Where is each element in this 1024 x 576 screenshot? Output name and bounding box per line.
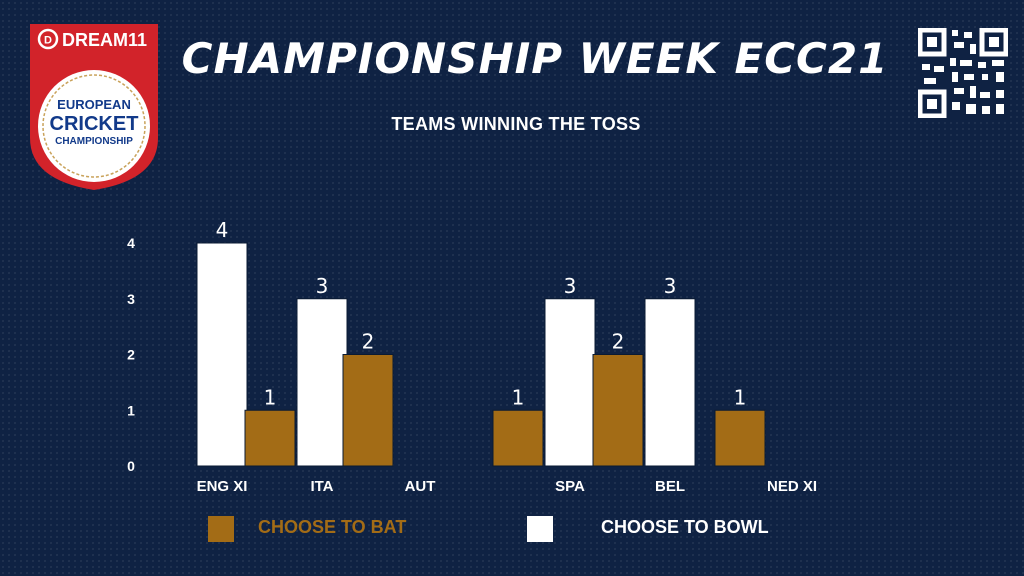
bar-bel-choose-to-bat	[592, 354, 644, 467]
qr-code-icon	[918, 28, 1008, 118]
data-label-bel-choose-to-bowl: 3	[664, 274, 677, 298]
logo-brand: DREAM11	[62, 30, 147, 50]
bar-spa-choose-to-bat	[492, 409, 544, 467]
y-tick-label: 1	[127, 402, 135, 418]
bar-ita-choose-to-bowl	[296, 298, 348, 467]
bar-aut-choose-to-bat	[342, 354, 394, 467]
data-label-aut-choose-to-bat: 2	[362, 330, 375, 354]
legend-swatch-bowl	[527, 516, 553, 542]
data-label-bel-choose-to-bat: 2	[612, 330, 625, 354]
data-label-eng-xi-choose-to-bowl: 4	[216, 218, 229, 242]
logo-line3: CHAMPIONSHIP	[55, 136, 133, 147]
logo-line1: EUROPEAN	[57, 97, 131, 112]
data-label-spa-choose-to-bowl: 3	[564, 274, 577, 298]
y-tick-label: 2	[127, 347, 135, 363]
svg-text:D: D	[44, 35, 52, 47]
x-tick-label-ned-xi: NED XI	[767, 478, 817, 495]
bar-bel-choose-to-bowl	[644, 298, 696, 467]
data-label-ned-xi-choose-to-bat: 1	[734, 385, 747, 409]
x-tick-label-aut: AUT	[405, 478, 436, 495]
page-title: CHAMPIONSHIP WEEK ECC21	[181, 34, 889, 83]
y-tick-label: 0	[127, 458, 135, 474]
data-label-ita-choose-to-bat: 1	[264, 385, 277, 409]
x-tick-label-eng-xi: ENG XI	[197, 478, 248, 495]
bar-ned-xi-choose-to-bat	[714, 409, 766, 467]
bar-ita-choose-to-bat	[244, 409, 296, 467]
chart-title: TEAMS WINNING THE TOSS	[391, 114, 641, 134]
x-tick-label-ita: ITA	[310, 478, 333, 495]
data-label-ita-choose-to-bowl: 3	[316, 274, 329, 298]
bar-spa-choose-to-bowl	[544, 298, 596, 467]
y-tick-label: 4	[127, 235, 135, 251]
dream11-ecc-logo: D DREAM11 EUROPEAN CRICKET CHAMPIONSHIP	[30, 24, 158, 190]
legend-swatch-bat	[208, 516, 234, 542]
x-tick-label-spa: SPA	[555, 478, 585, 495]
bar-eng-xi-choose-to-bowl	[196, 242, 248, 467]
logo-line2: CRICKET	[50, 113, 139, 135]
x-tick-label-bel: BEL	[655, 478, 685, 495]
data-label-spa-choose-to-bat: 1	[512, 385, 525, 409]
legend-label-bowl: CHOOSE TO BOWL	[601, 517, 769, 537]
y-tick-label: 3	[127, 291, 135, 307]
legend-label-bat: CHOOSE TO BAT	[258, 517, 407, 537]
